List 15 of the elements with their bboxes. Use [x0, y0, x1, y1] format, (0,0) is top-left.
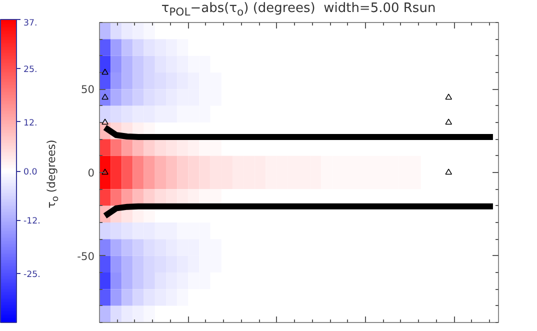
point [445, 118, 452, 125]
point [445, 168, 452, 175]
point [102, 118, 108, 125]
color-bar-label: -12. [24, 216, 40, 227]
point [102, 68, 108, 75]
point [102, 168, 108, 175]
color-bar-label: 37. [24, 18, 38, 28]
color-bar-label: 12. [24, 118, 38, 128]
color-bar-label: 25. [24, 65, 38, 76]
y-tick-label: -50 [77, 250, 95, 263]
y-tick-label: 50 [80, 83, 95, 96]
color-bar-label: 0.0 [24, 168, 38, 178]
color-bar-label: -25. [24, 270, 40, 280]
y-tick-label: 0 [88, 166, 95, 180]
chart-title: τ$_{POL}$−abs(τ$_{o}$) (degrees) width=5.00 Rsun [160, 0, 437, 20]
